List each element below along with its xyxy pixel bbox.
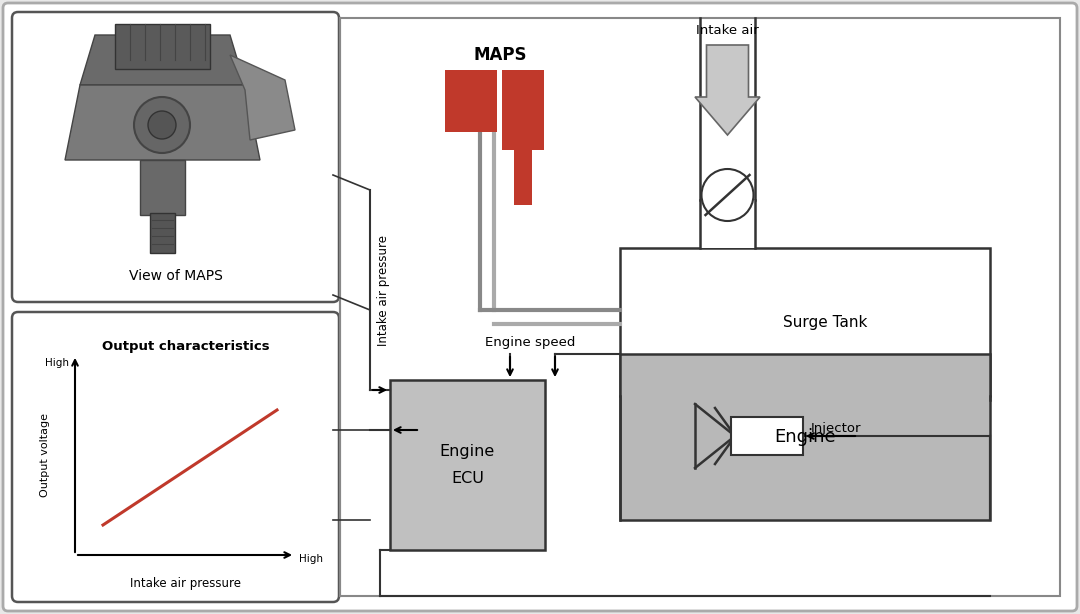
- Text: Output characteristics: Output characteristics: [102, 340, 269, 352]
- Circle shape: [148, 111, 176, 139]
- Bar: [514, 150, 532, 205]
- Text: Engine: Engine: [774, 428, 836, 446]
- Circle shape: [702, 169, 754, 221]
- Bar: [340, 18, 1059, 596]
- Text: View of MAPS: View of MAPS: [129, 269, 222, 283]
- Text: Intake air: Intake air: [697, 23, 759, 36]
- Bar: [390, 380, 545, 550]
- Bar: [140, 160, 185, 215]
- Circle shape: [134, 97, 190, 153]
- Text: MAPS: MAPS: [473, 46, 527, 64]
- Bar: [620, 248, 990, 396]
- Polygon shape: [230, 55, 295, 140]
- Text: Intake air pressure: Intake air pressure: [378, 235, 391, 346]
- Text: Intake air pressure: Intake air pressure: [130, 577, 241, 589]
- Text: Engine
ECU: Engine ECU: [440, 444, 495, 486]
- Bar: [150, 213, 175, 253]
- Polygon shape: [65, 85, 260, 160]
- Bar: [445, 70, 497, 132]
- Text: Injector: Injector: [811, 421, 862, 435]
- Polygon shape: [80, 35, 245, 85]
- FancyBboxPatch shape: [12, 12, 339, 302]
- FancyBboxPatch shape: [3, 3, 1077, 611]
- Bar: [620, 354, 990, 520]
- Text: Surge Tank: Surge Tank: [783, 314, 867, 330]
- Bar: [731, 417, 804, 455]
- Bar: [114, 24, 210, 69]
- FancyBboxPatch shape: [12, 312, 339, 602]
- Bar: [700, 200, 755, 248]
- Text: Engine speed: Engine speed: [485, 335, 576, 349]
- Text: High: High: [45, 358, 69, 368]
- Text: High: High: [299, 554, 323, 564]
- Bar: [502, 70, 544, 150]
- Text: Output voltage: Output voltage: [40, 413, 50, 497]
- FancyArrow shape: [696, 45, 760, 135]
